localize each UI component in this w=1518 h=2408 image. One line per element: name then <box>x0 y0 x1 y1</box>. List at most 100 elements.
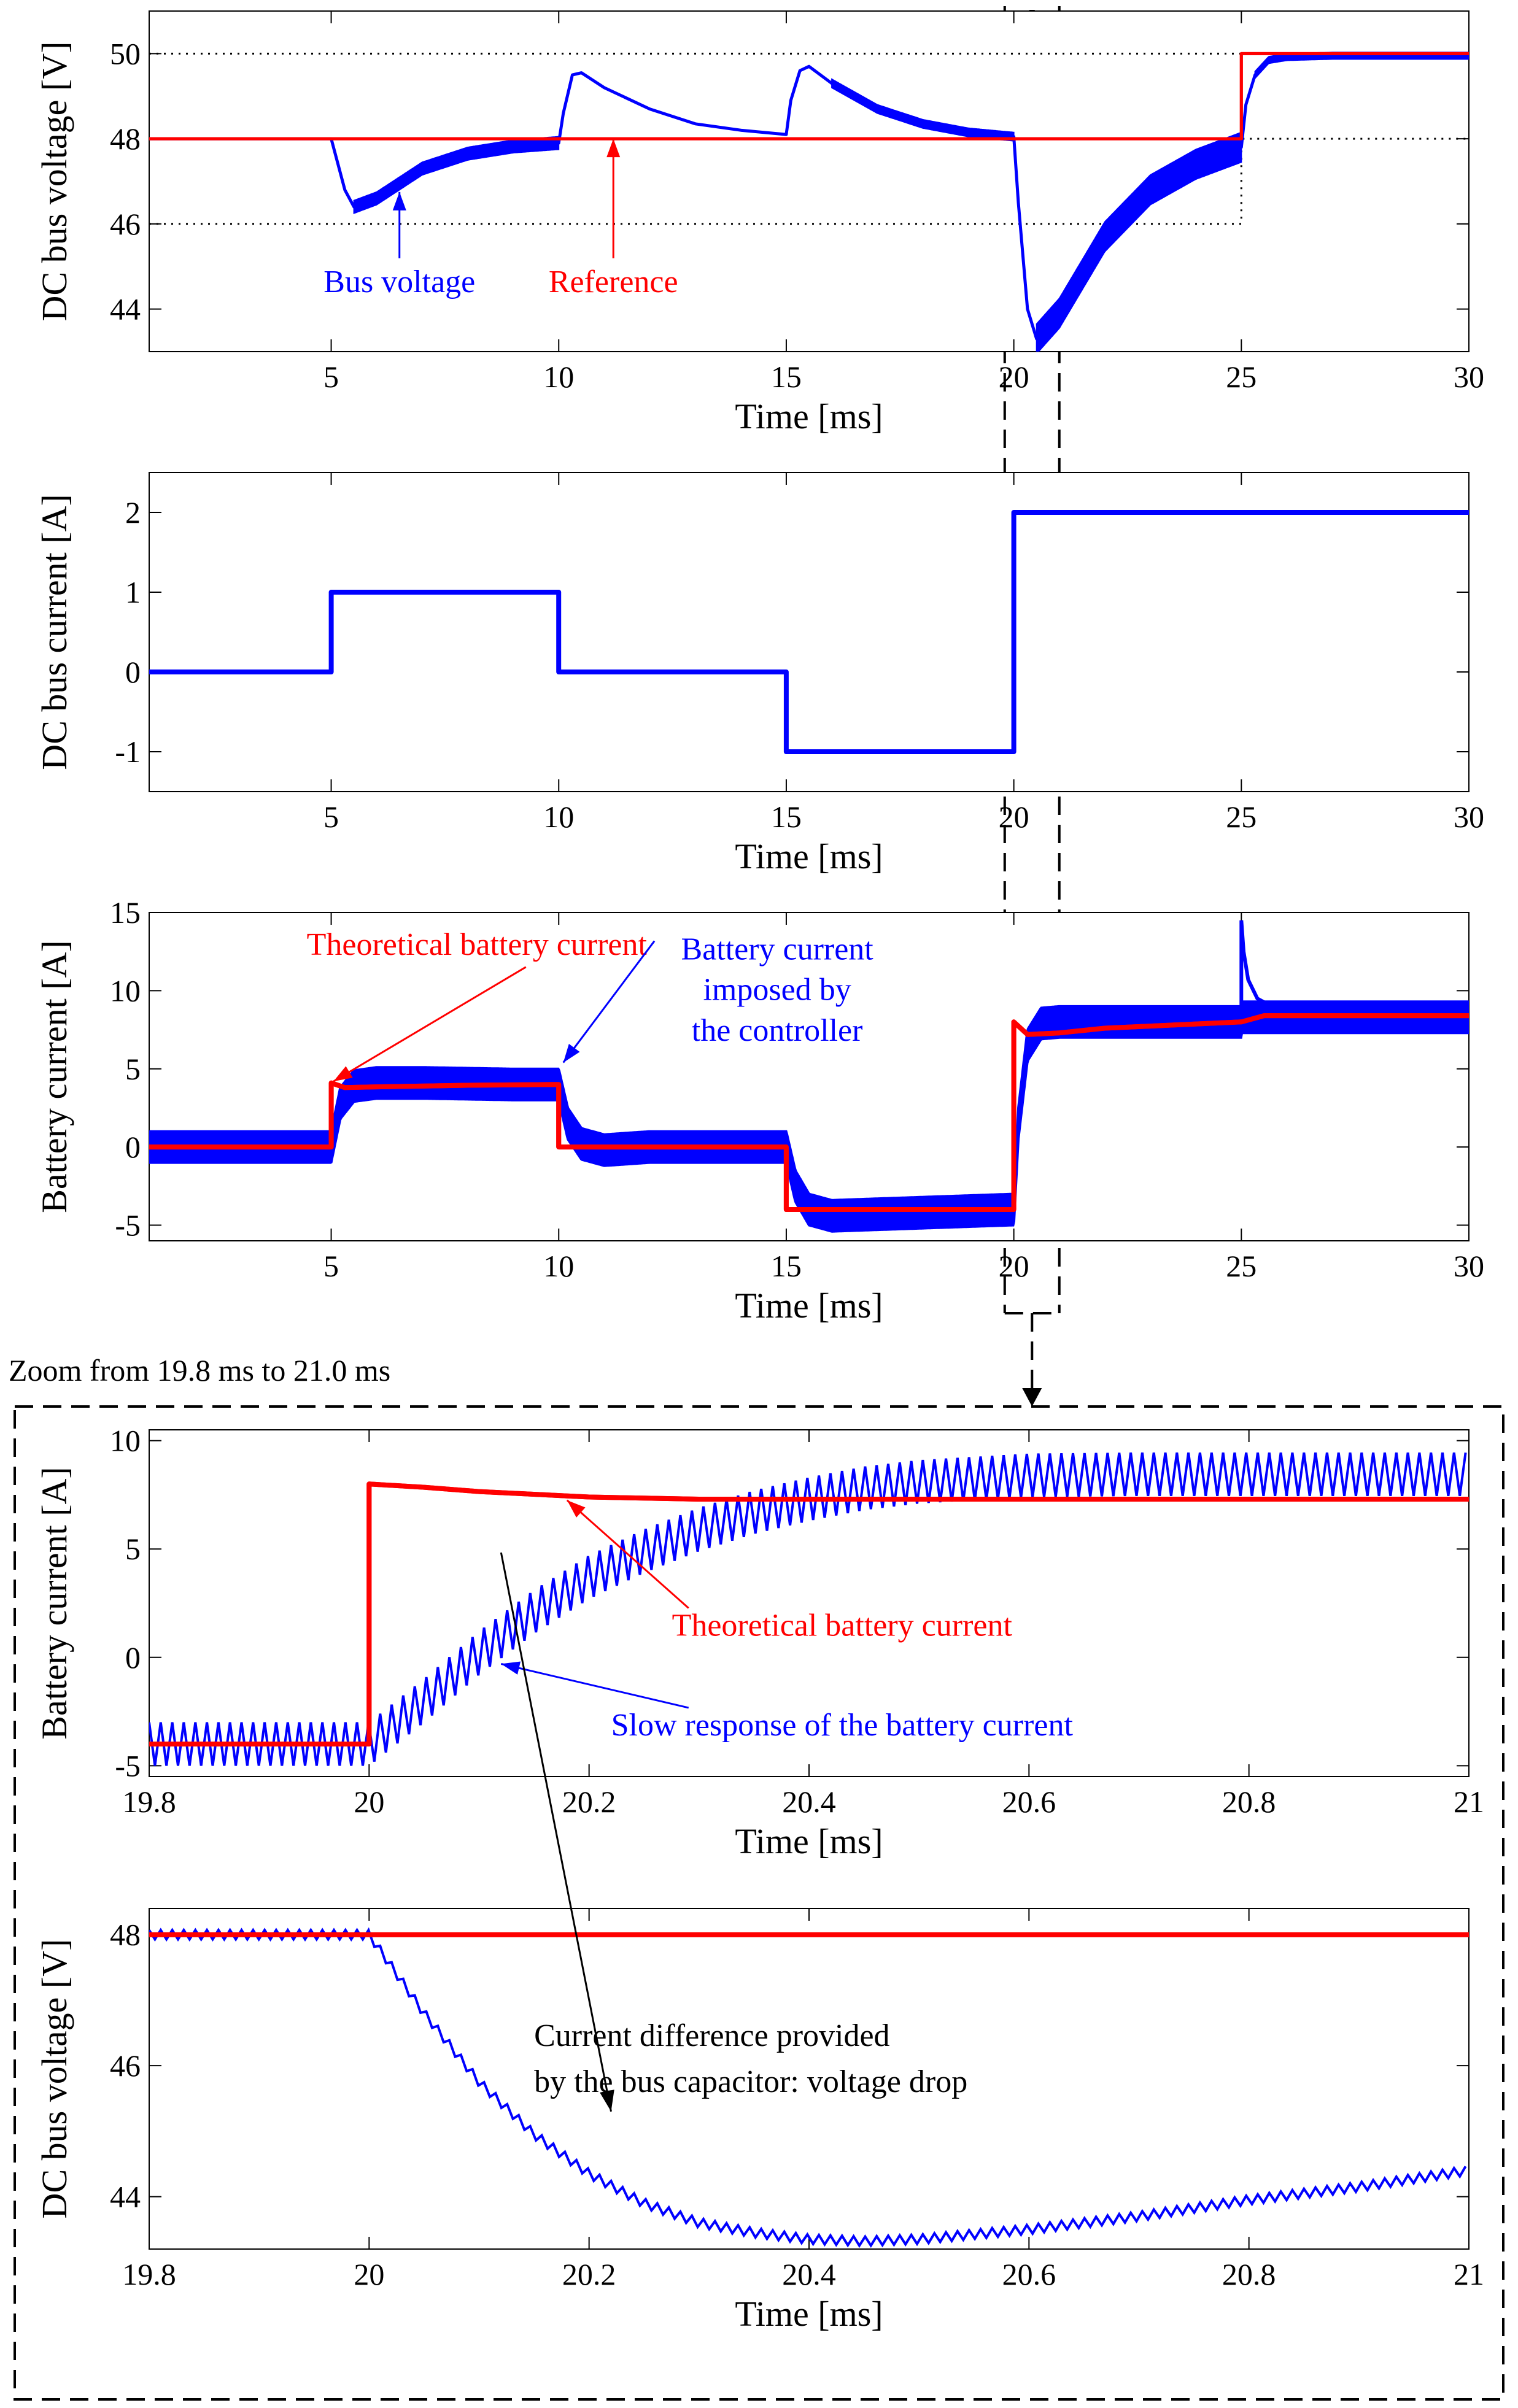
y-tick-label: 5 <box>125 1052 141 1086</box>
x-tick-label: 30 <box>1454 800 1484 834</box>
annotation-arrowhead <box>563 1043 580 1063</box>
annotation-arrowhead <box>333 1066 353 1082</box>
annotation-arrow-line <box>333 966 527 1082</box>
series-battery-current-imposed-by-the-controller <box>149 1000 1469 1233</box>
annotation-arrow-line <box>562 940 656 1063</box>
y-tick-label: 44 <box>110 2180 141 2214</box>
x-axis-label: Time [ms] <box>735 1821 883 1861</box>
y-tick-label: 0 <box>125 1640 141 1675</box>
series-battery-current-imposed-by-the-controller-spike <box>1239 920 1270 1017</box>
annotation-label: Theoretical battery current <box>307 927 648 962</box>
annotation-label: Battery current <box>681 932 873 967</box>
series-dc-bus-current <box>149 510 1469 754</box>
x-axis-label: Time [ms] <box>735 1286 883 1326</box>
y-tick-label: 2 <box>125 495 141 530</box>
x-tick-label: 19.8 <box>122 2257 176 2291</box>
x-tick-label: 25 <box>1226 800 1257 834</box>
y-tick-label: -1 <box>115 735 141 769</box>
x-tick-label: 30 <box>1454 360 1484 394</box>
y-tick-label: 15 <box>110 895 141 930</box>
plot-content <box>149 920 1469 1233</box>
zoom-pointer-arrowhead <box>1022 1388 1042 1407</box>
x-tick-label: 20 <box>354 2257 384 2291</box>
annotation-arrow-line <box>566 1499 689 1609</box>
x-tick-label: 20 <box>354 1785 384 1819</box>
y-tick-label: 48 <box>110 1918 141 1952</box>
x-tick-label: 21 <box>1454 2257 1484 2291</box>
y-tick-label: 50 <box>110 36 141 71</box>
chart-zoom-battery: 19.8 20 20.2 20.4 20.6 20.8 21 -5 0 5 10 Time [ms] B… <box>34 1424 1484 1861</box>
annotation-arrowhead <box>606 139 621 158</box>
annotation-label: the controller <box>692 1013 863 1048</box>
y-tick-label: 10 <box>110 1424 141 1458</box>
x-tick-label: 5 <box>323 1249 339 1283</box>
x-tick-label: 5 <box>323 360 339 394</box>
x-tick-label: 20.8 <box>1222 1785 1276 1819</box>
annotation-arrowhead <box>392 191 406 210</box>
annotation-arrowhead <box>501 1661 521 1675</box>
cross-panel-arrowhead <box>600 2090 614 2112</box>
x-tick-label: 25 <box>1226 360 1257 394</box>
x-axis-label: Time [ms] <box>735 836 883 876</box>
y-tick-label: 46 <box>110 2048 141 2083</box>
y-tick-label: 10 <box>110 973 141 1008</box>
y-tick-label: 44 <box>110 292 141 326</box>
annotation-label: Bus voltage <box>323 264 475 299</box>
x-tick-label: 20.8 <box>1222 2257 1276 2291</box>
x-tick-label: 30 <box>1454 1249 1484 1283</box>
x-tick-label: 10 <box>543 360 574 394</box>
y-tick-label: 0 <box>125 655 141 689</box>
plot-content <box>149 1927 1469 2248</box>
annotation-label: imposed by <box>703 973 851 1008</box>
x-tick-label: 20.4 <box>782 2257 836 2291</box>
voltage-limit-line <box>149 52 1469 225</box>
series-bus-voltage-ripple-band <box>831 78 1015 142</box>
y-axis-label: DC bus current [A] <box>34 494 74 770</box>
x-tick-label: 10 <box>543 1249 574 1283</box>
plot-area <box>149 472 1470 792</box>
x-tick-label: 20 <box>999 1249 1029 1283</box>
zoom-title: Zoom from 19.8 ms to 21.0 ms <box>9 1353 390 1387</box>
x-axis-label: Time [ms] <box>735 2294 883 2334</box>
x-tick-label: 15 <box>771 800 802 834</box>
zoom-frame <box>14 1405 1504 2401</box>
series-bus-voltage-ripple-band <box>1036 131 1242 352</box>
y-axis-label: DC bus voltage [V] <box>34 1939 74 2219</box>
series-overlay-theoretical-battery-current <box>149 1013 1469 1212</box>
x-tick-label: 5 <box>323 800 339 834</box>
y-tick-label: 46 <box>110 207 141 241</box>
annotation-arrowhead <box>567 1500 586 1518</box>
x-axis-label: Time [ms] <box>735 396 883 436</box>
y-tick-label: 48 <box>110 122 141 156</box>
series-bus-voltage-ripple-band <box>353 136 560 214</box>
annotation-label: Current difference provided <box>534 2018 889 2053</box>
x-tick-label: 20.6 <box>1002 2257 1056 2291</box>
plot-area <box>149 10 1470 352</box>
y-tick-label: 1 <box>125 575 141 609</box>
series-bus-voltage <box>149 1927 1467 2248</box>
x-tick-label: 10 <box>543 800 574 834</box>
x-tick-label: 20.4 <box>782 1785 836 1819</box>
cross-panel-arrow <box>500 1552 612 2112</box>
y-axis-label: Battery current [A] <box>34 940 74 1213</box>
series-overlay-theoretical-battery-current <box>149 1481 1469 1746</box>
x-tick-label: 19.8 <box>122 1785 176 1819</box>
chart-voltage: 5 10 15 20 25 30 44 46 48 50 Time [ms] DC bus volta… <box>34 10 1484 436</box>
series-overlay-reference <box>149 52 1469 141</box>
chart-current: 5 10 15 20 25 30 -1 0 1 2 Time [ms] DC bus current … <box>34 472 1484 876</box>
y-axis-label: Battery current [A] <box>34 1467 74 1739</box>
annotation-label: Theoretical battery current <box>672 1608 1013 1643</box>
annotation-label: Reference <box>549 264 678 299</box>
y-tick-label: 5 <box>125 1532 141 1566</box>
y-tick-label: -5 <box>115 1748 141 1783</box>
plot-area <box>149 1908 1470 2250</box>
plot-content <box>149 1452 1469 1766</box>
y-tick-label: -5 <box>115 1208 141 1243</box>
x-tick-label: 20.2 <box>562 2257 616 2291</box>
y-tick-label: 0 <box>125 1130 141 1164</box>
x-tick-label: 20.6 <box>1002 1785 1056 1819</box>
x-tick-label: 21 <box>1454 1785 1484 1819</box>
plot-content <box>149 52 1469 352</box>
